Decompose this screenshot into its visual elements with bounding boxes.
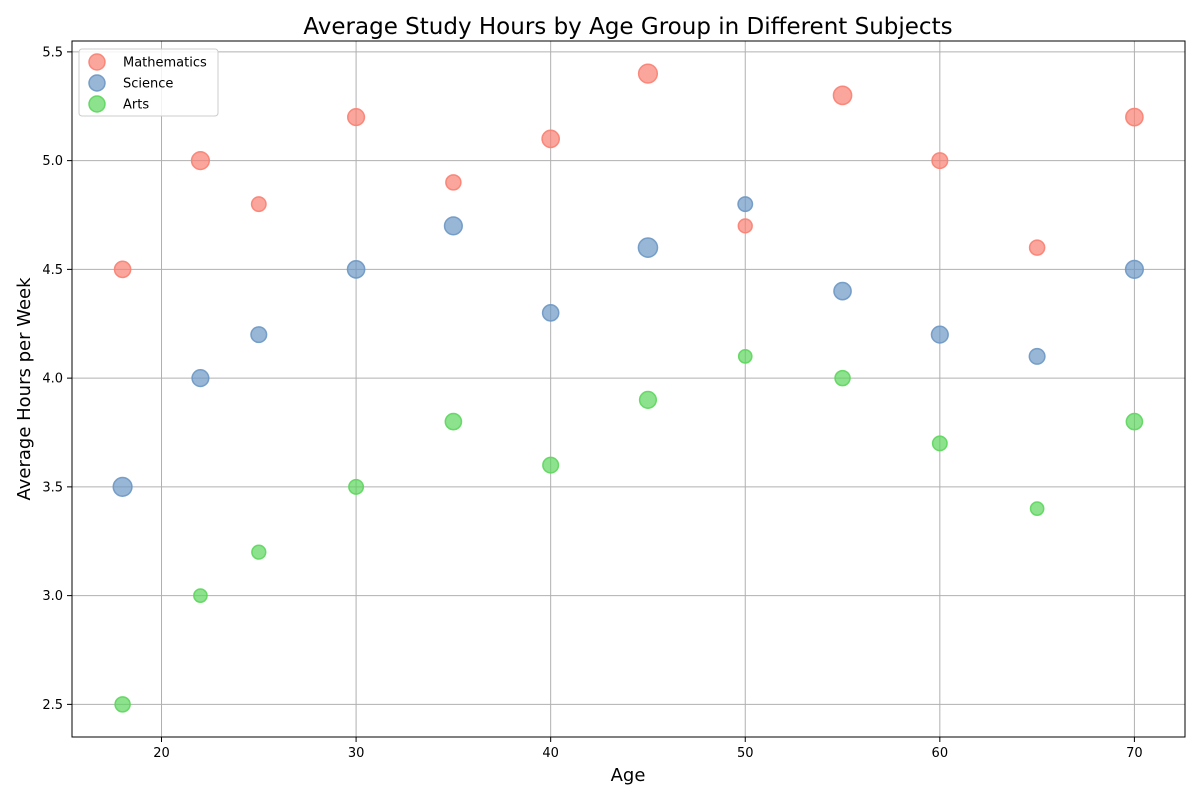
- y-tick-label: 5.0: [42, 154, 63, 169]
- data-point: [1124, 259, 1145, 279]
- y-tick-label: 2.5: [42, 698, 63, 713]
- data-point: [541, 129, 561, 149]
- data-point: [348, 478, 365, 495]
- x-tick-label: 60: [932, 746, 949, 761]
- legend-items: Mathematics Science Arts: [88, 53, 207, 113]
- y-tick-label: 5.5: [42, 45, 63, 60]
- legend-label: Arts: [123, 98, 149, 113]
- data-point: [443, 216, 463, 236]
- data-point: [834, 369, 851, 387]
- x-tick-label: 30: [348, 746, 365, 761]
- series-arts: [114, 349, 1144, 713]
- data-point: [1028, 347, 1046, 365]
- data-point: [737, 349, 753, 364]
- x-tick-label: 50: [737, 746, 754, 761]
- legend: Mathematics Science Arts: [78, 48, 219, 117]
- legend-label: Science: [123, 77, 173, 92]
- data-point: [346, 260, 366, 279]
- data-point: [637, 237, 659, 258]
- data-point: [542, 456, 560, 474]
- data-point: [444, 412, 463, 431]
- data-point: [190, 151, 211, 171]
- chart-title: Average Study Hours by Age Group in Diff…: [303, 14, 952, 40]
- data-point: [250, 326, 268, 344]
- x-tick-label: 40: [542, 746, 559, 761]
- y-tick-label: 4.0: [42, 372, 63, 387]
- data-point: [114, 696, 131, 713]
- y-axis-label: Average Hours per Week: [14, 277, 35, 501]
- y-tick-label: 4.5: [42, 263, 63, 278]
- data-point: [832, 85, 853, 106]
- data-point: [1028, 239, 1046, 256]
- data-point: [193, 588, 208, 603]
- data-point: [1029, 501, 1045, 516]
- data-point: [930, 325, 949, 344]
- data-point: [250, 196, 267, 213]
- data-point: [833, 281, 852, 301]
- legend-marker: [88, 53, 106, 71]
- series-science: [112, 196, 1145, 497]
- data-point: [1125, 107, 1144, 127]
- y-tick-label: 3.0: [42, 589, 63, 604]
- data-point: [251, 544, 267, 560]
- data-point: [638, 390, 658, 409]
- y-tick-label: 3.5: [42, 480, 63, 495]
- data-point: [1125, 412, 1144, 431]
- series-mathematics: [113, 63, 1144, 279]
- data-point: [931, 152, 949, 170]
- legend-label: Mathematics: [123, 56, 207, 71]
- data-point: [737, 218, 753, 234]
- legend-marker: [88, 74, 106, 92]
- x-tick-label: 20: [153, 746, 170, 761]
- data-point: [637, 63, 659, 84]
- data-point: [346, 108, 366, 127]
- legend-marker: [88, 95, 106, 113]
- legend-box: [78, 48, 219, 117]
- data-point: [112, 476, 133, 497]
- data-point: [445, 174, 462, 191]
- data-point: [931, 435, 948, 452]
- data-point: [737, 196, 754, 213]
- x-axis-label: Age: [611, 765, 646, 786]
- ticks-layer: 20 30 40 50 60 70 2.5 3.0 3.5 4.0 4.5 5.0 5.5: [42, 45, 1142, 761]
- grid-layer: [72, 41, 1185, 737]
- x-tick-label: 70: [1126, 746, 1143, 761]
- data-point: [113, 260, 132, 279]
- data-point: [541, 304, 560, 322]
- plot-frame: [71, 40, 1186, 738]
- points-layer: [112, 63, 1145, 713]
- data-point: [191, 369, 210, 388]
